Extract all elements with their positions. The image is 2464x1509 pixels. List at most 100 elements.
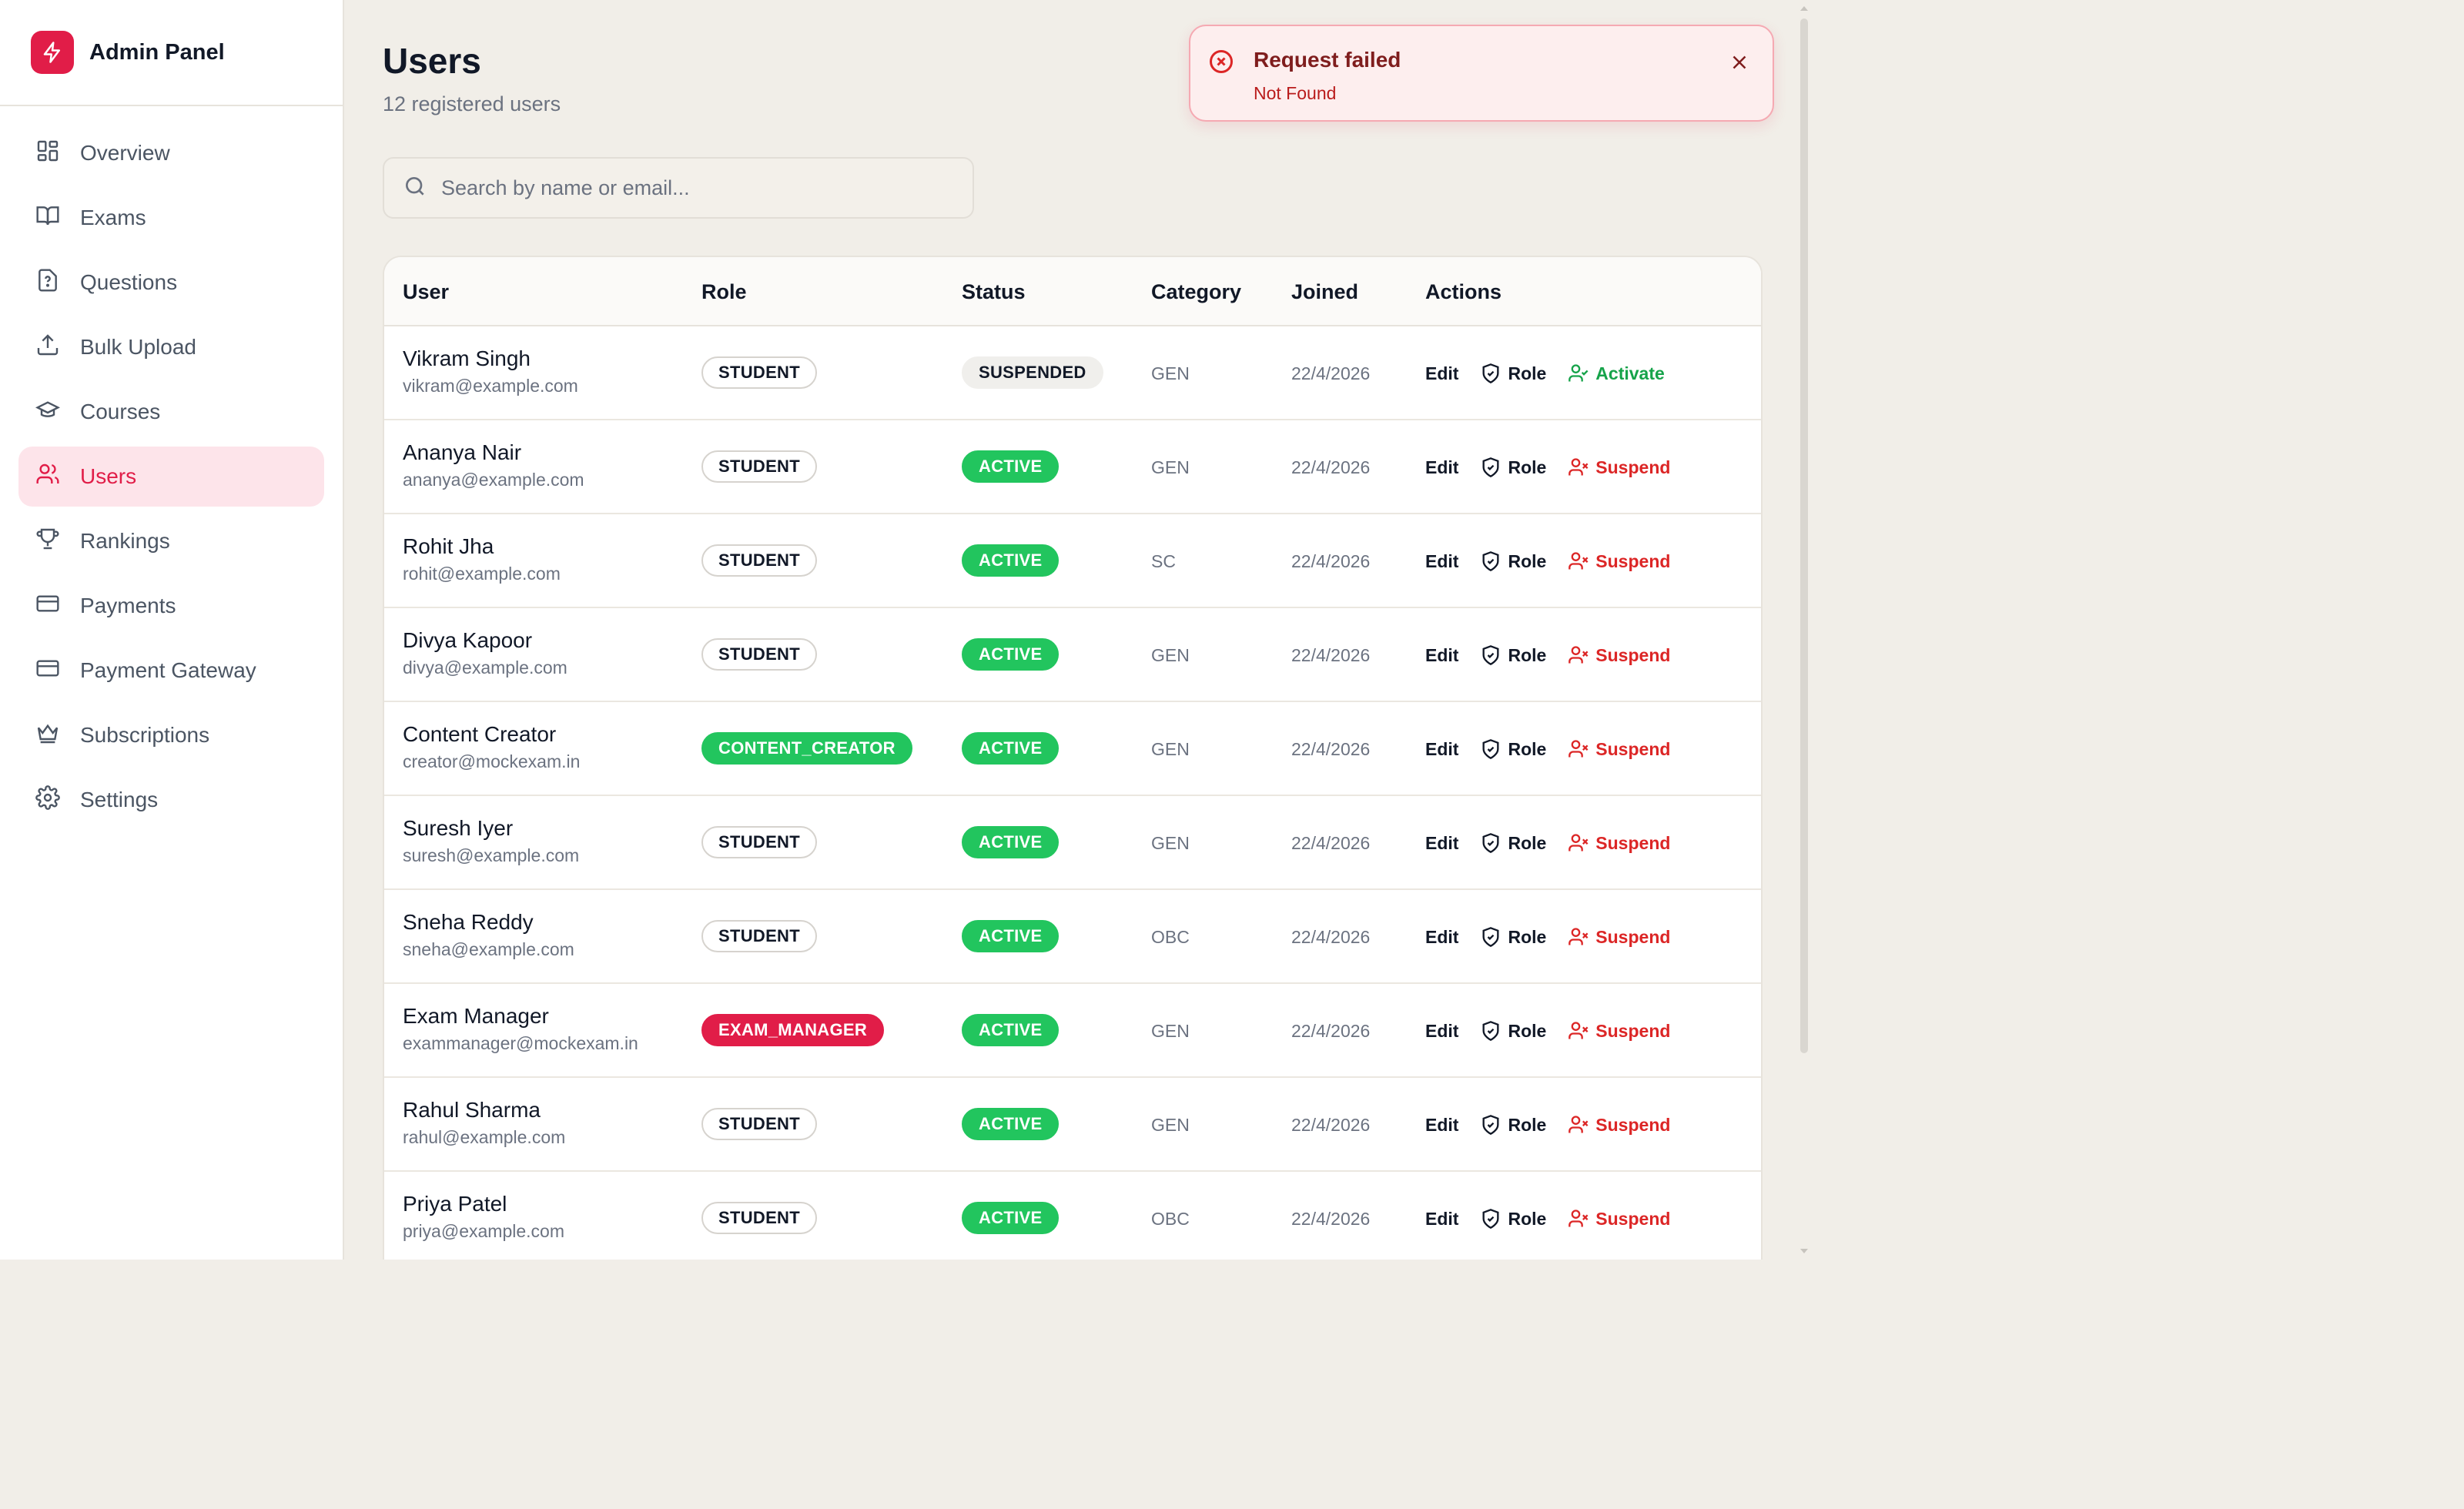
edit-button[interactable]: Edit [1414,918,1469,956]
table-row: Vikram Singh vikram@example.com STUDENT SUS… [384,326,1761,420]
status-badge: ACTIVE [962,638,1060,671]
change-role-button[interactable]: Role [1469,542,1557,581]
suspend-user-button[interactable]: Suspend [1557,448,1681,487]
user-x-icon [1568,644,1595,666]
sidebar-item-exams[interactable]: Exams [18,188,324,248]
role-cell: STUDENT [701,544,817,577]
sidebar-item-questions[interactable]: Questions [18,253,324,313]
app-title: Admin Panel [89,39,225,65]
book-open-icon [35,203,60,233]
edit-button[interactable]: Edit [1414,448,1469,487]
suspend-user-button[interactable]: Suspend [1557,730,1681,768]
edit-button[interactable]: Edit [1414,542,1469,581]
edit-button[interactable]: Edit [1414,636,1469,674]
page-scrollbar[interactable] [1797,0,1811,1260]
scroll-down-arrow-icon[interactable] [1799,1247,1809,1255]
table-row: Suresh Iyer suresh@example.com STUDENT ACTI… [384,796,1761,890]
suspend-user-button[interactable]: Suspend [1557,636,1681,674]
shield-check-icon [1480,363,1508,384]
sidebar-item-bulk-upload[interactable]: Bulk Upload [18,317,324,377]
suspend-user-button[interactable]: Suspend [1557,542,1681,581]
user-name: Content Creator [403,722,557,746]
sidebar-item-overview[interactable]: Overview [18,123,324,183]
category-cell: GEN [1151,363,1190,383]
change-role-button[interactable]: Role [1469,824,1557,862]
role-cell: STUDENT [701,1202,817,1234]
sidebar-item-rankings[interactable]: Rankings [18,511,324,571]
search-input[interactable] [441,176,965,200]
suspend-user-button[interactable]: Suspend [1557,918,1681,956]
user-cell: Exam Manager exammanager@mockexam.in [403,1004,638,1054]
table-row: Rohit Jha rohit@example.com STUDENT ACTIVE S… [384,514,1761,608]
sidebar-item-courses[interactable]: Courses [18,382,324,442]
change-role-button[interactable]: Role [1469,1012,1557,1050]
sidebar-item-payment-gateway[interactable]: Payment Gateway [18,641,324,701]
sidebar-item-settings[interactable]: Settings [18,770,324,830]
edit-button[interactable]: Edit [1414,354,1469,393]
role-button-label: Role [1508,457,1547,477]
suspend-user-button[interactable]: Suspend [1557,1106,1681,1144]
sidebar-nav: Overview Exams Questions Bulk Upload Cou… [0,106,343,830]
status-cell: ACTIVE [962,1014,1060,1046]
suspend-user-button[interactable]: Suspend [1557,1012,1681,1050]
category-cell: GEN [1151,457,1190,477]
shield-check-icon [1480,832,1508,854]
user-name: Rohit Jha [403,534,494,558]
status-badge: ACTIVE [962,1108,1060,1140]
close-icon[interactable] [1728,51,1751,74]
change-role-button[interactable]: Role [1469,1106,1557,1144]
user-x-icon [1568,738,1595,760]
user-email: rahul@example.com [403,1127,566,1147]
actions-cell: Edit Role Suspend [1414,1012,1681,1050]
user-cell: Sneha Reddy sneha@example.com [403,910,574,960]
edit-button[interactable]: Edit [1414,1012,1469,1050]
credit-card-icon [35,656,60,686]
role-cell: STUDENT [701,638,817,671]
change-role-button[interactable]: Role [1469,448,1557,487]
status-cell: ACTIVE [962,450,1060,483]
sidebar-item-users[interactable]: Users [18,447,324,507]
role-badge: STUDENT [701,920,817,952]
shield-check-icon [1480,644,1508,666]
joined-date: 22/4/2026 [1291,1021,1371,1041]
edit-button-label: Edit [1425,738,1459,759]
toggle-button-label: Suspend [1595,550,1671,571]
user-email: divya@example.com [403,657,567,678]
sidebar-item-payments[interactable]: Payments [18,576,324,636]
change-role-button[interactable]: Role [1469,730,1557,768]
user-email: suresh@example.com [403,845,580,865]
scroll-up-arrow-icon[interactable] [1799,5,1809,12]
role-badge: CONTENT_CREATOR [701,732,912,765]
edit-button[interactable]: Edit [1414,1106,1469,1144]
joined-date: 22/4/2026 [1291,1115,1371,1135]
role-badge: STUDENT [701,1202,817,1234]
suspend-user-button[interactable]: Suspend [1557,1200,1681,1238]
role-badge: STUDENT [701,826,817,858]
change-role-button[interactable]: Role [1469,354,1557,393]
category-cell: GEN [1151,739,1190,759]
search-box[interactable] [383,157,974,219]
suspend-user-button[interactable]: Suspend [1557,824,1681,862]
column-header-actions: Actions [1425,280,1502,303]
scrollbar-thumb[interactable] [1800,18,1808,1053]
sidebar-item-label: Overview [80,141,170,165]
edit-button[interactable]: Edit [1414,730,1469,768]
brand-header: Admin Panel [0,0,343,106]
error-toast: Request failed Not Found [1189,25,1774,122]
change-role-button[interactable]: Role [1469,918,1557,956]
change-role-button[interactable]: Role [1469,636,1557,674]
user-cell: Rohit Jha rohit@example.com [403,534,561,584]
edit-button[interactable]: Edit [1414,824,1469,862]
user-email: rohit@example.com [403,564,561,584]
status-cell: ACTIVE [962,638,1060,671]
status-cell: ACTIVE [962,920,1060,952]
sidebar-item-subscriptions[interactable]: Subscriptions [18,705,324,765]
activate-user-button[interactable]: Activate [1557,354,1675,393]
column-header-user: User [403,280,450,303]
column-header-status: Status [962,280,1026,303]
edit-button-label: Edit [1425,1114,1459,1135]
edit-button[interactable]: Edit [1414,1200,1469,1238]
role-cell: STUDENT [701,356,817,389]
change-role-button[interactable]: Role [1469,1200,1557,1238]
user-x-icon [1568,457,1595,478]
